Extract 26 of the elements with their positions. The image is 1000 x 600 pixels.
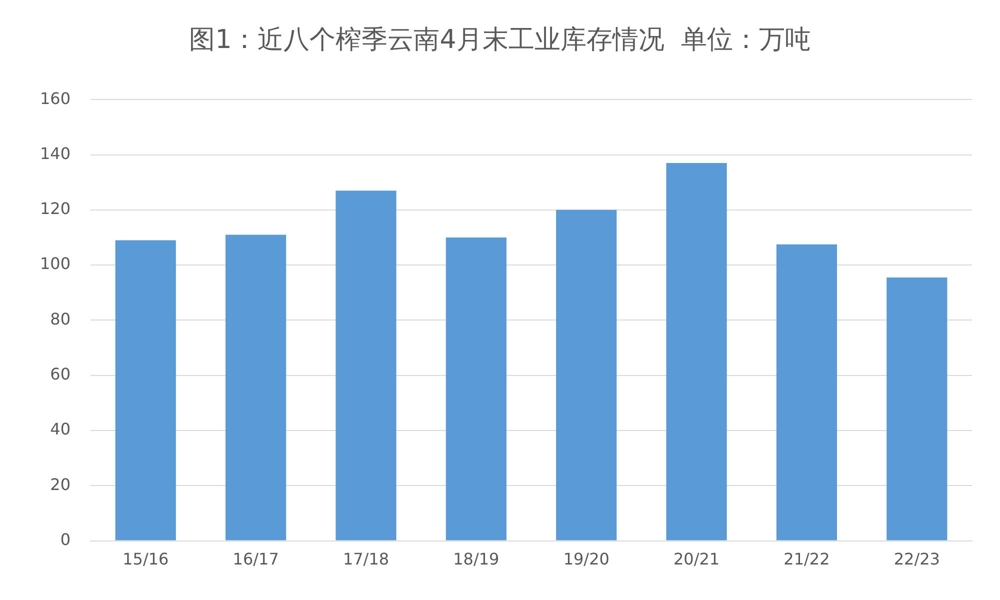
- y-tick-label: 80: [50, 309, 71, 328]
- x-tick-label: 21/22: [784, 550, 830, 569]
- x-tick-label: 20/21: [673, 550, 720, 569]
- x-tick-label: 16/17: [232, 550, 279, 569]
- chart-title: 图1：近八个榨季云南4月末工业库存情况 单位：万吨: [188, 24, 812, 57]
- x-tick-label: 15/16: [122, 550, 169, 569]
- bar: [226, 234, 286, 540]
- x-tick-label: 19/20: [563, 550, 610, 569]
- y-tick-label: 100: [40, 254, 71, 274]
- y-tick-label: 140: [40, 144, 71, 163]
- bar: [776, 244, 838, 540]
- y-tick-label: 160: [40, 88, 71, 108]
- bar: [886, 277, 948, 540]
- bar: [666, 163, 727, 540]
- bar: [336, 190, 396, 540]
- y-tick-label: 60: [50, 364, 71, 384]
- bar: [446, 237, 506, 540]
- y-tick-label: 20: [50, 474, 71, 494]
- x-tick-label: 22/23: [894, 550, 940, 569]
- y-tick-label: 40: [50, 420, 71, 439]
- x-tick-label: 17/18: [342, 550, 390, 569]
- bar: [556, 210, 617, 540]
- y-tick-label: 0: [60, 530, 71, 549]
- y-tick-label: 120: [40, 199, 71, 218]
- x-tick-label: 18/19: [453, 550, 500, 569]
- bar: [115, 240, 176, 540]
